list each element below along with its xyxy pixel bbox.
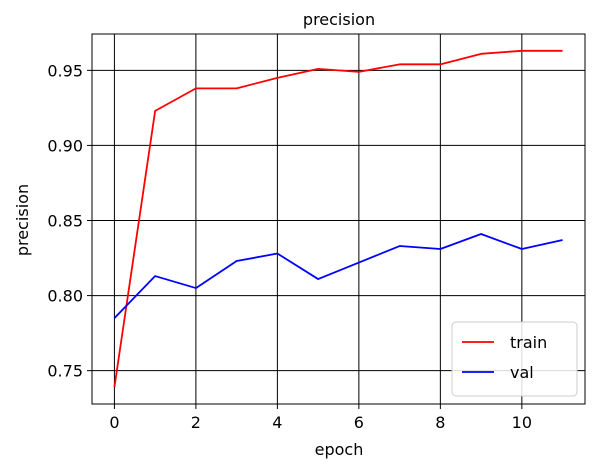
chart-title: precision [303, 10, 375, 29]
legend: train val [451, 321, 578, 397]
x-tick-label: 8 [435, 413, 445, 432]
y-axis-label: precision [13, 184, 32, 256]
plot-frame [91, 33, 586, 405]
y-tick-label: 0.80 [47, 287, 83, 306]
legend-label-train: train [510, 333, 547, 352]
grid [92, 34, 585, 404]
series-line-train [113, 49, 563, 388]
x-tick-label: 4 [272, 413, 282, 432]
x-axis-ticks: 0 2 4 6 8 10 [109, 404, 532, 432]
y-tick-label: 0.90 [47, 136, 83, 155]
x-tick-label: 10 [512, 413, 532, 432]
x-axis-label: epoch [315, 440, 364, 459]
legend-box [451, 321, 578, 397]
x-tick-label: 0 [109, 413, 119, 432]
y-tick-label: 0.95 [47, 61, 83, 80]
series-line-val [113, 233, 563, 319]
x-tick-label: 6 [354, 413, 364, 432]
x-tick-label: 2 [191, 413, 201, 432]
y-tick-label: 0.75 [47, 362, 83, 381]
series-lines [113, 49, 563, 388]
y-axis-ticks: 0.75 0.80 0.85 0.90 0.95 [47, 61, 92, 381]
legend-label-val: val [510, 363, 534, 382]
y-tick-label: 0.85 [47, 212, 83, 231]
